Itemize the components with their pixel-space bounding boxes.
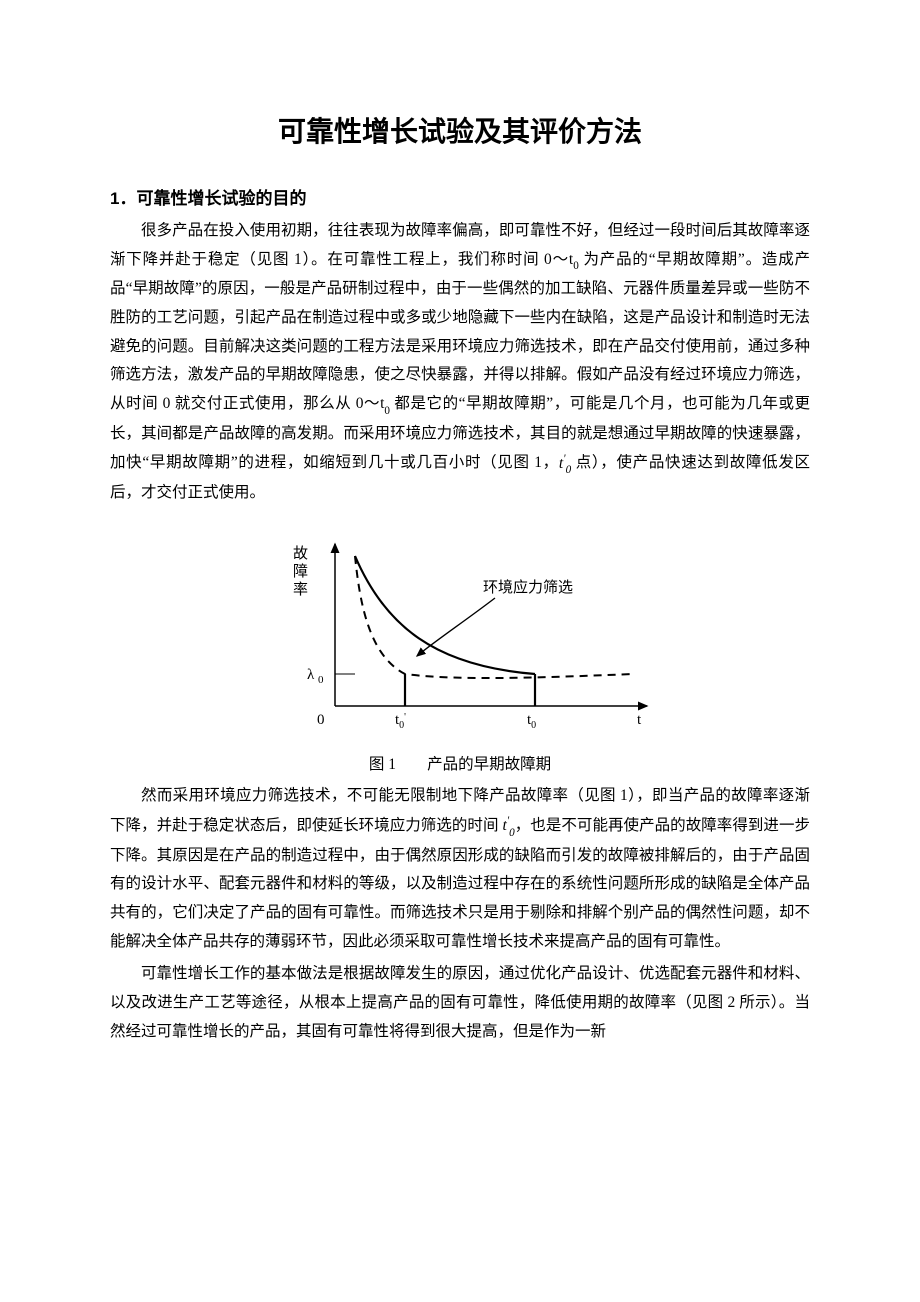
p1-t0prime: t'0 xyxy=(559,455,571,472)
fig1-ylabel-3: 率 xyxy=(293,581,308,598)
fig1-dashed-curve xyxy=(355,556,635,678)
paragraph-1: 很多产品在投入使用初期，往往表现为故障率偏高，即可靠性不好，但经过一段时间后其故… xyxy=(110,217,810,508)
fig1-annotation: 环境应力筛选 xyxy=(483,578,573,596)
fig1-t0: t0 xyxy=(527,712,536,731)
fig1-t: t xyxy=(637,712,642,728)
fig1-cap-b: 产品的早期故障期 xyxy=(427,756,551,773)
p2-t0prime: t'0 xyxy=(502,817,514,834)
fig1-solid-curve xyxy=(355,556,535,674)
p2-seg-b: ，也是不可能再使产品的故障率得到进一步下降。其原因是在产品的制造过程中，由于偶然… xyxy=(110,817,810,950)
fig1-ylabel-2: 障 xyxy=(293,562,308,580)
fig1-origin: 0 xyxy=(317,712,325,728)
p1-seg-b: 为产品的“早期故障期”。造成产品“早期故障”的原因，一般是产品研制过程中，由于一… xyxy=(110,251,810,412)
fig1-annotation-arrow xyxy=(417,598,495,656)
figure-1-caption: 图 1 产品的早期故障期 xyxy=(110,752,810,774)
fig1-lambda0: λ 0 xyxy=(307,667,324,686)
paragraph-3: 可靠性增长工作的基本做法是根据故障发生的原因，通过优化产品设计、优选配套元器件和… xyxy=(110,960,810,1046)
p1-sub-0a: 0 xyxy=(573,260,579,272)
p1-sub-0b: 0 xyxy=(384,405,390,417)
fig1-t0prime: t0' xyxy=(395,712,406,731)
fig1-cap-a: 图 1 xyxy=(369,756,396,773)
document-title: 可靠性增长试验及其评价方法 xyxy=(110,110,810,150)
paragraph-2: 然而采用环境应力筛选技术，不可能无限制地下降产品故障率（见图 1），即当产品的故… xyxy=(110,782,810,956)
page: 可靠性增长试验及其评价方法 1．可靠性增长试验的目的 很多产品在投入使用初期，往… xyxy=(0,0,920,1302)
section-1-heading: 1．可靠性增长试验的目的 xyxy=(110,184,810,209)
figure-1: 故 障 率 环境应力筛选 λ 0 0 t0' t0 t xyxy=(245,526,675,746)
fig1-ylabel-1: 故 xyxy=(293,545,308,562)
